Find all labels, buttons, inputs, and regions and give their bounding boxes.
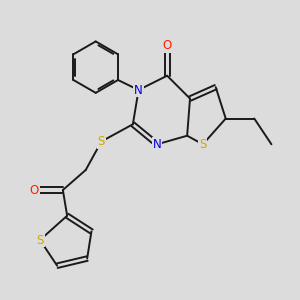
Text: N: N bbox=[134, 83, 143, 97]
Text: S: S bbox=[199, 138, 206, 151]
Text: S: S bbox=[36, 233, 44, 247]
Text: N: N bbox=[153, 138, 161, 151]
Text: S: S bbox=[98, 135, 105, 148]
Text: O: O bbox=[163, 39, 172, 52]
Text: O: O bbox=[30, 184, 39, 196]
